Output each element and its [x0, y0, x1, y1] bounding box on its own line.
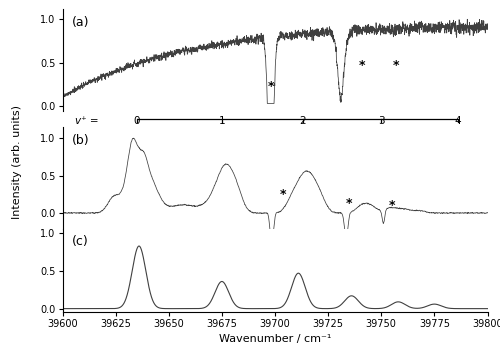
- Text: v⁺ =: v⁺ =: [75, 116, 99, 126]
- Text: 0: 0: [134, 116, 140, 126]
- Text: *: *: [280, 188, 287, 201]
- Text: *: *: [359, 59, 366, 72]
- Text: Intensity (arb. units): Intensity (arb. units): [12, 106, 22, 219]
- Text: *: *: [388, 199, 395, 212]
- Text: 2: 2: [300, 116, 306, 126]
- Text: *: *: [268, 80, 274, 94]
- Text: (a): (a): [72, 16, 90, 29]
- Text: *: *: [346, 197, 352, 210]
- X-axis label: Wavenumber / cm⁻¹: Wavenumber / cm⁻¹: [219, 334, 331, 343]
- Text: (c): (c): [72, 235, 88, 248]
- Text: *: *: [393, 59, 400, 72]
- Text: (b): (b): [72, 134, 90, 147]
- Text: 4: 4: [454, 116, 461, 126]
- Text: 1: 1: [218, 116, 225, 126]
- Text: 3: 3: [378, 116, 384, 126]
